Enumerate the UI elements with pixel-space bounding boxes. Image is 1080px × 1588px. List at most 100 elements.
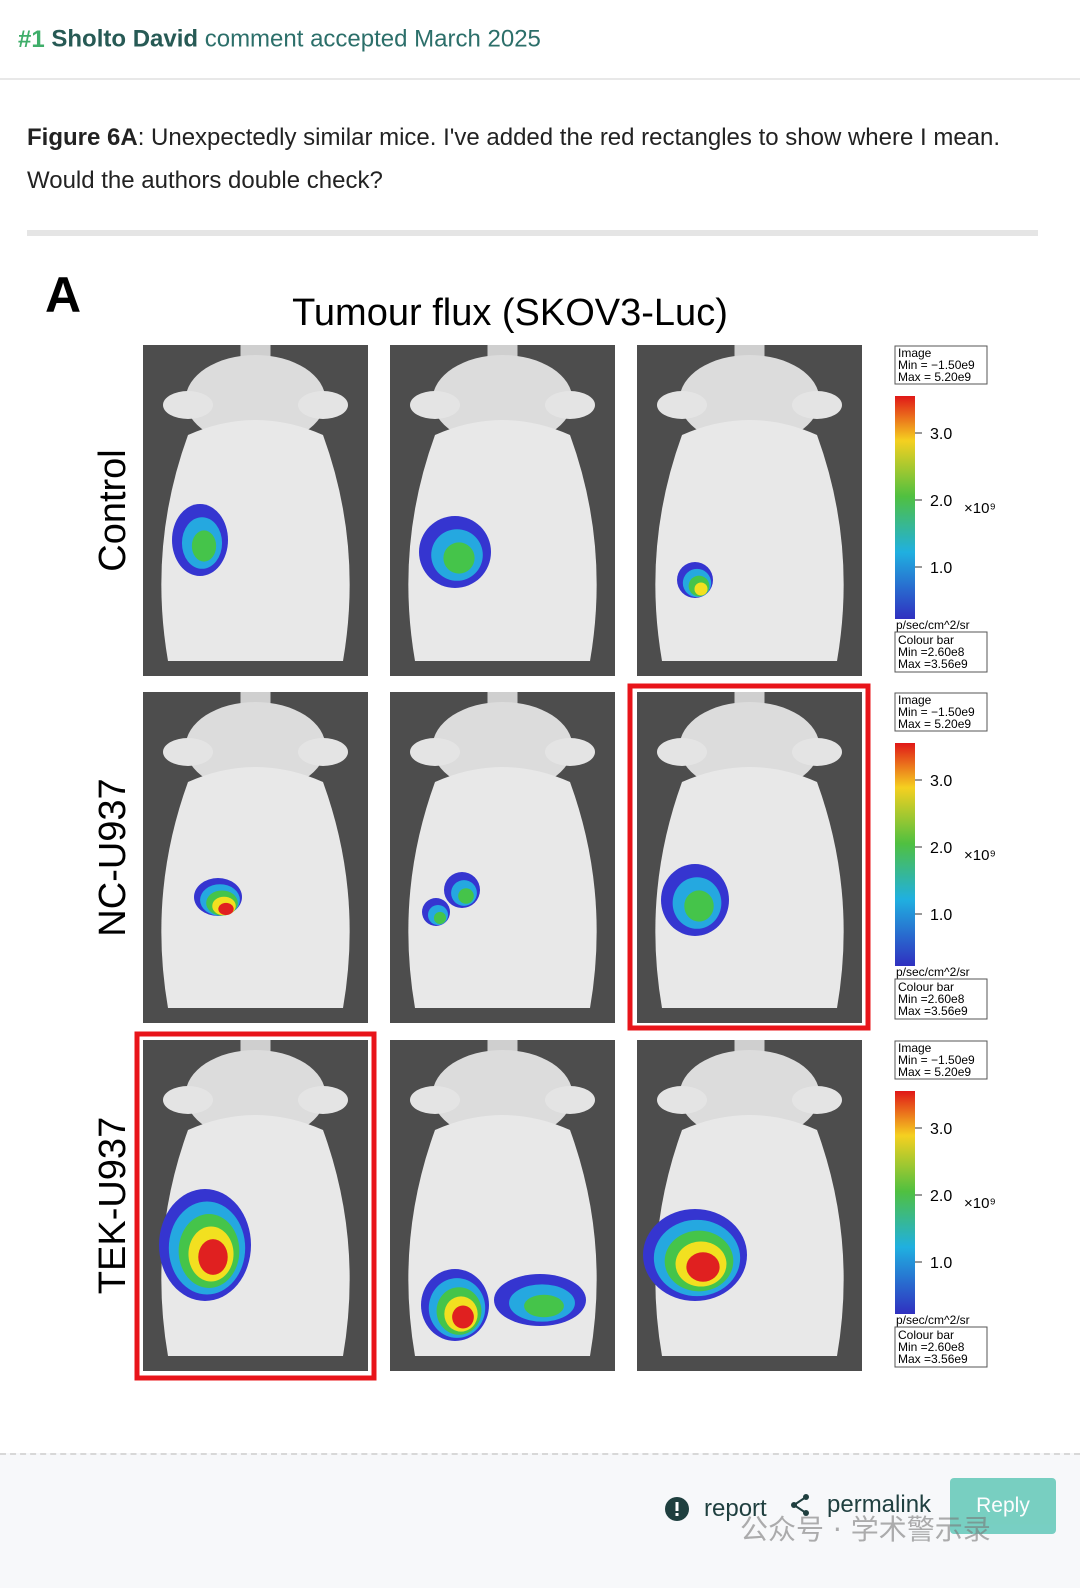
- report-link[interactable]: report: [704, 1495, 767, 1522]
- figure-title: Tumour flux (SKOV3-Luc): [292, 292, 728, 334]
- ear: [410, 738, 460, 766]
- scale-text: Min =2.60e8: [898, 645, 965, 659]
- footer: report permalink Reply: [0, 1453, 1080, 1588]
- ear: [410, 391, 460, 419]
- mouse-head: [185, 355, 326, 445]
- scale-box: [894, 1326, 988, 1368]
- mouse-head: [185, 702, 326, 792]
- scale-text: Max = 5.20e9: [898, 717, 971, 731]
- colour-bar: [895, 743, 915, 966]
- scale-text: Image: [898, 693, 932, 707]
- colour-bar: [895, 1091, 915, 1314]
- mouse-body: [408, 767, 597, 1008]
- scale-text: Colour bar: [898, 633, 954, 647]
- unit: p/sec/cm^2/sr: [896, 1313, 970, 1327]
- ear: [792, 391, 842, 419]
- signal: [198, 1239, 228, 1275]
- scale-box: [894, 692, 988, 732]
- share-icon[interactable]: [790, 1493, 812, 1517]
- scale-text: Colour bar: [898, 1328, 954, 1342]
- row-label: NC-U937: [92, 778, 134, 936]
- watermark: 公众号 · 学术警示录: [740, 1513, 991, 1546]
- ear: [410, 1086, 460, 1114]
- tick-label: 3.0: [930, 426, 952, 443]
- ear: [657, 391, 707, 419]
- scale-text: Min =2.60e8: [898, 992, 965, 1006]
- scale-text: Image: [898, 1041, 932, 1055]
- ear: [163, 391, 213, 419]
- signal: [524, 1294, 564, 1318]
- scale-box: [894, 345, 988, 385]
- highlight-box: [134, 1031, 377, 1381]
- mouse-head: [432, 1050, 573, 1140]
- comment-text: : Unexpectedly similar mice. I've added …: [27, 124, 1001, 194]
- divider: [27, 230, 1038, 236]
- tick-label: 1.0: [930, 907, 952, 924]
- tick-label: 3.0: [930, 773, 952, 790]
- multiplier: ×10⁹: [964, 1195, 996, 1212]
- rank: #1: [18, 25, 45, 53]
- mouse-image: [143, 692, 368, 1023]
- ear: [298, 738, 348, 766]
- author[interactable]: Sholto David: [51, 25, 199, 53]
- signal: [694, 582, 708, 596]
- scale-text: Max =3.56e9: [898, 1352, 968, 1366]
- scale-box: [894, 1040, 988, 1080]
- ear: [792, 1086, 842, 1114]
- report-icon[interactable]: [664, 1496, 690, 1522]
- figure-ref: Figure 6A: [27, 124, 138, 151]
- mouse-image: [637, 692, 862, 1023]
- mouse-image: [143, 345, 368, 676]
- scale-text: Max = 5.20e9: [898, 370, 971, 384]
- status: comment accepted March 2025: [204, 25, 541, 53]
- mouse-image: [637, 345, 862, 676]
- mouse-head: [679, 355, 820, 445]
- signal: [452, 1305, 474, 1329]
- row-label: TEK-U937: [92, 1117, 134, 1294]
- scale-box: [894, 631, 988, 673]
- mouse-head: [432, 702, 573, 792]
- signal: [433, 911, 447, 925]
- mouse-body: [655, 767, 844, 1008]
- ear: [545, 738, 595, 766]
- ear: [657, 1086, 707, 1114]
- tick-label: 2.0: [930, 840, 952, 857]
- mouse-body: [655, 420, 844, 661]
- tick-label: 2.0: [930, 1188, 952, 1205]
- mouse-head: [679, 1050, 820, 1140]
- signal: [684, 890, 714, 922]
- scale-box: [894, 978, 988, 1020]
- scale-text: Max =3.56e9: [898, 657, 968, 671]
- scale-text: Image: [898, 346, 932, 360]
- mouse-image: [390, 692, 615, 1023]
- comment-body: Figure 6A: Unexpectedly similar mice. I'…: [27, 116, 1037, 202]
- scale-text: Max = 5.20e9: [898, 1065, 971, 1079]
- ear: [163, 1086, 213, 1114]
- row-label: Control: [92, 449, 134, 572]
- mouse-body: [161, 420, 350, 661]
- mouse-body: [161, 767, 350, 1008]
- unit: p/sec/cm^2/sr: [896, 618, 970, 632]
- scale-text: Colour bar: [898, 980, 954, 994]
- ear: [298, 391, 348, 419]
- mouse-head: [432, 355, 573, 445]
- signal: [458, 888, 474, 904]
- tick-label: 2.0: [930, 493, 952, 510]
- multiplier: ×10⁹: [964, 500, 996, 517]
- unit: p/sec/cm^2/sr: [896, 965, 970, 979]
- mouse-image: [390, 1040, 615, 1371]
- multiplier: ×10⁹: [964, 847, 996, 864]
- colour-bar: [895, 396, 915, 619]
- signal: [218, 902, 234, 916]
- scale-text: Min = −1.50e9: [898, 1053, 975, 1067]
- signal: [191, 530, 217, 562]
- tick-label: 1.0: [930, 560, 952, 577]
- scale-text: Min = −1.50e9: [898, 705, 975, 719]
- reply-button[interactable]: Reply: [950, 1478, 1056, 1534]
- comment-header: #1 Sholto David comment accepted March 2…: [0, 0, 1080, 80]
- mouse-image: [390, 345, 615, 676]
- signal: [443, 542, 475, 574]
- permalink[interactable]: permalink: [827, 1491, 932, 1518]
- scale-text: Min = −1.50e9: [898, 358, 975, 372]
